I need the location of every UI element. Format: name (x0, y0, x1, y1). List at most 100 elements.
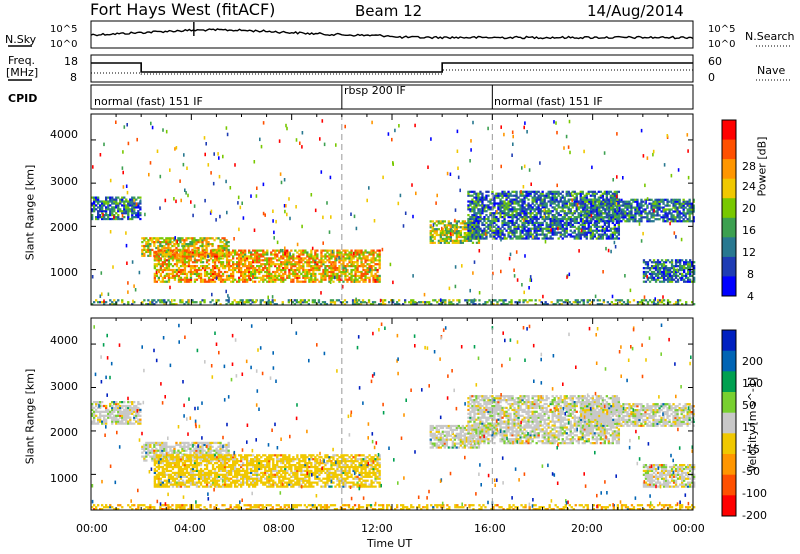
freq-label: Freq. (8, 54, 36, 67)
heatmap-cell (139, 212, 142, 215)
heatmap-cell (473, 237, 476, 240)
heatmap-cell (593, 223, 597, 227)
heatmap-cell (155, 265, 159, 268)
heatmap-cell (316, 249, 319, 252)
heatmap-cell (606, 202, 609, 205)
heatmap-cell (457, 239, 461, 242)
heatmap-cell (278, 257, 281, 260)
heatmap-cell (596, 214, 599, 217)
heatmap-cell (497, 208, 500, 211)
heatmap-cell (211, 259, 215, 262)
heatmap-cell (270, 278, 273, 281)
heatmap-cell (602, 299, 606, 302)
heatmap-cell (685, 276, 688, 279)
heatmap-cell (693, 261, 696, 264)
heatmap-cell (246, 259, 249, 262)
heatmap-cell (690, 204, 693, 207)
heatmap-cell (225, 243, 228, 246)
heatmap-cell (298, 270, 301, 274)
heatmap-cell (594, 206, 597, 209)
heatmap-cell (310, 268, 313, 272)
heatmap-cell (295, 299, 299, 302)
heatmap-cell (227, 299, 230, 302)
heatmap-cell (267, 303, 270, 306)
heatmap-noise-cell (276, 240, 279, 245)
heatmap-cell (242, 253, 245, 256)
heatmap-cell (342, 268, 345, 272)
heatmap-cell (228, 263, 231, 266)
heatmap-cell (658, 276, 662, 279)
heatmap-cell (318, 272, 321, 276)
heatmap-cell (193, 251, 197, 254)
heatmap-cell (569, 204, 572, 207)
heatmap-cell (537, 212, 540, 215)
heatmap-cell (91, 420, 94, 423)
heatmap-cell (439, 241, 443, 244)
heatmap-cell (292, 265, 295, 268)
heatmap-cell (228, 259, 231, 262)
heatmap-cell (658, 214, 661, 217)
heatmap-cell (348, 251, 351, 254)
heatmap-cell (553, 206, 556, 209)
heatmap-cell (545, 192, 548, 195)
heatmap-cell (457, 235, 461, 239)
heatmap-cell (519, 208, 522, 211)
vel-cbtick-15: 15 (742, 421, 756, 434)
heatmap-cell (370, 251, 373, 254)
heatmap-cell (672, 214, 675, 217)
heatmap-noise-cell (99, 153, 102, 157)
heatmap-noise-cell (360, 272, 363, 276)
heatmap-cell (119, 210, 122, 213)
heatmap-cell (364, 249, 367, 252)
heatmap-cell (133, 196, 136, 199)
heatmap-cell (232, 268, 235, 272)
heatmap-cell (609, 237, 613, 240)
heatmap-cell (505, 229, 508, 232)
heatmap-cell (681, 278, 684, 281)
heatmap-cell (537, 225, 540, 228)
heatmap-cell (531, 198, 534, 201)
heatmap-cell (597, 225, 601, 228)
heatmap-noise-cell (459, 188, 461, 193)
heatmap-cell (183, 239, 186, 242)
heatmap-cell (155, 259, 159, 262)
heatmap-cell (330, 270, 333, 274)
heatmap-cell (507, 200, 510, 203)
heatmap-cell (374, 274, 377, 278)
heatmap-cell (238, 249, 241, 252)
heatmap-noise-cell (213, 152, 215, 156)
heatmap-cell (304, 268, 307, 272)
heatmap-cell (374, 257, 377, 260)
heatmap-cell (350, 255, 353, 258)
heatmap-cell (344, 278, 347, 281)
heatmap-cell (612, 220, 615, 223)
heatmap-cell (201, 251, 205, 254)
heatmap-cell (201, 243, 204, 246)
heatmap-cell (601, 194, 605, 197)
heatmap-cell (438, 299, 441, 302)
heatmap-cell (225, 248, 228, 252)
heatmap-cell (606, 198, 609, 201)
heatmap-cell (680, 220, 683, 223)
heatmap-cell (679, 259, 682, 262)
heatmap-cell (201, 278, 205, 281)
heatmap-cell (475, 231, 478, 234)
heatmap-cell (595, 227, 599, 230)
heatmap-cell (109, 210, 112, 213)
heatmap-noise-cell (530, 278, 533, 282)
heatmap-cell (492, 303, 495, 306)
heatmap-cell (121, 200, 124, 203)
heatmap-noise-cell (638, 222, 641, 226)
heatmap-cell (539, 229, 542, 232)
heatmap-cell (666, 274, 670, 278)
heatmap-cell (660, 299, 664, 302)
heatmap-cell (467, 208, 470, 211)
heatmap-cell (97, 206, 100, 209)
heatmap-cell (692, 210, 695, 213)
heatmap-cell (646, 278, 650, 281)
heatmap-cell (602, 218, 605, 221)
heatmap-noise-cell (92, 165, 94, 169)
heatmap-cell (654, 261, 658, 264)
heatmap-cell (449, 235, 453, 239)
heatmap-cell (541, 200, 544, 203)
